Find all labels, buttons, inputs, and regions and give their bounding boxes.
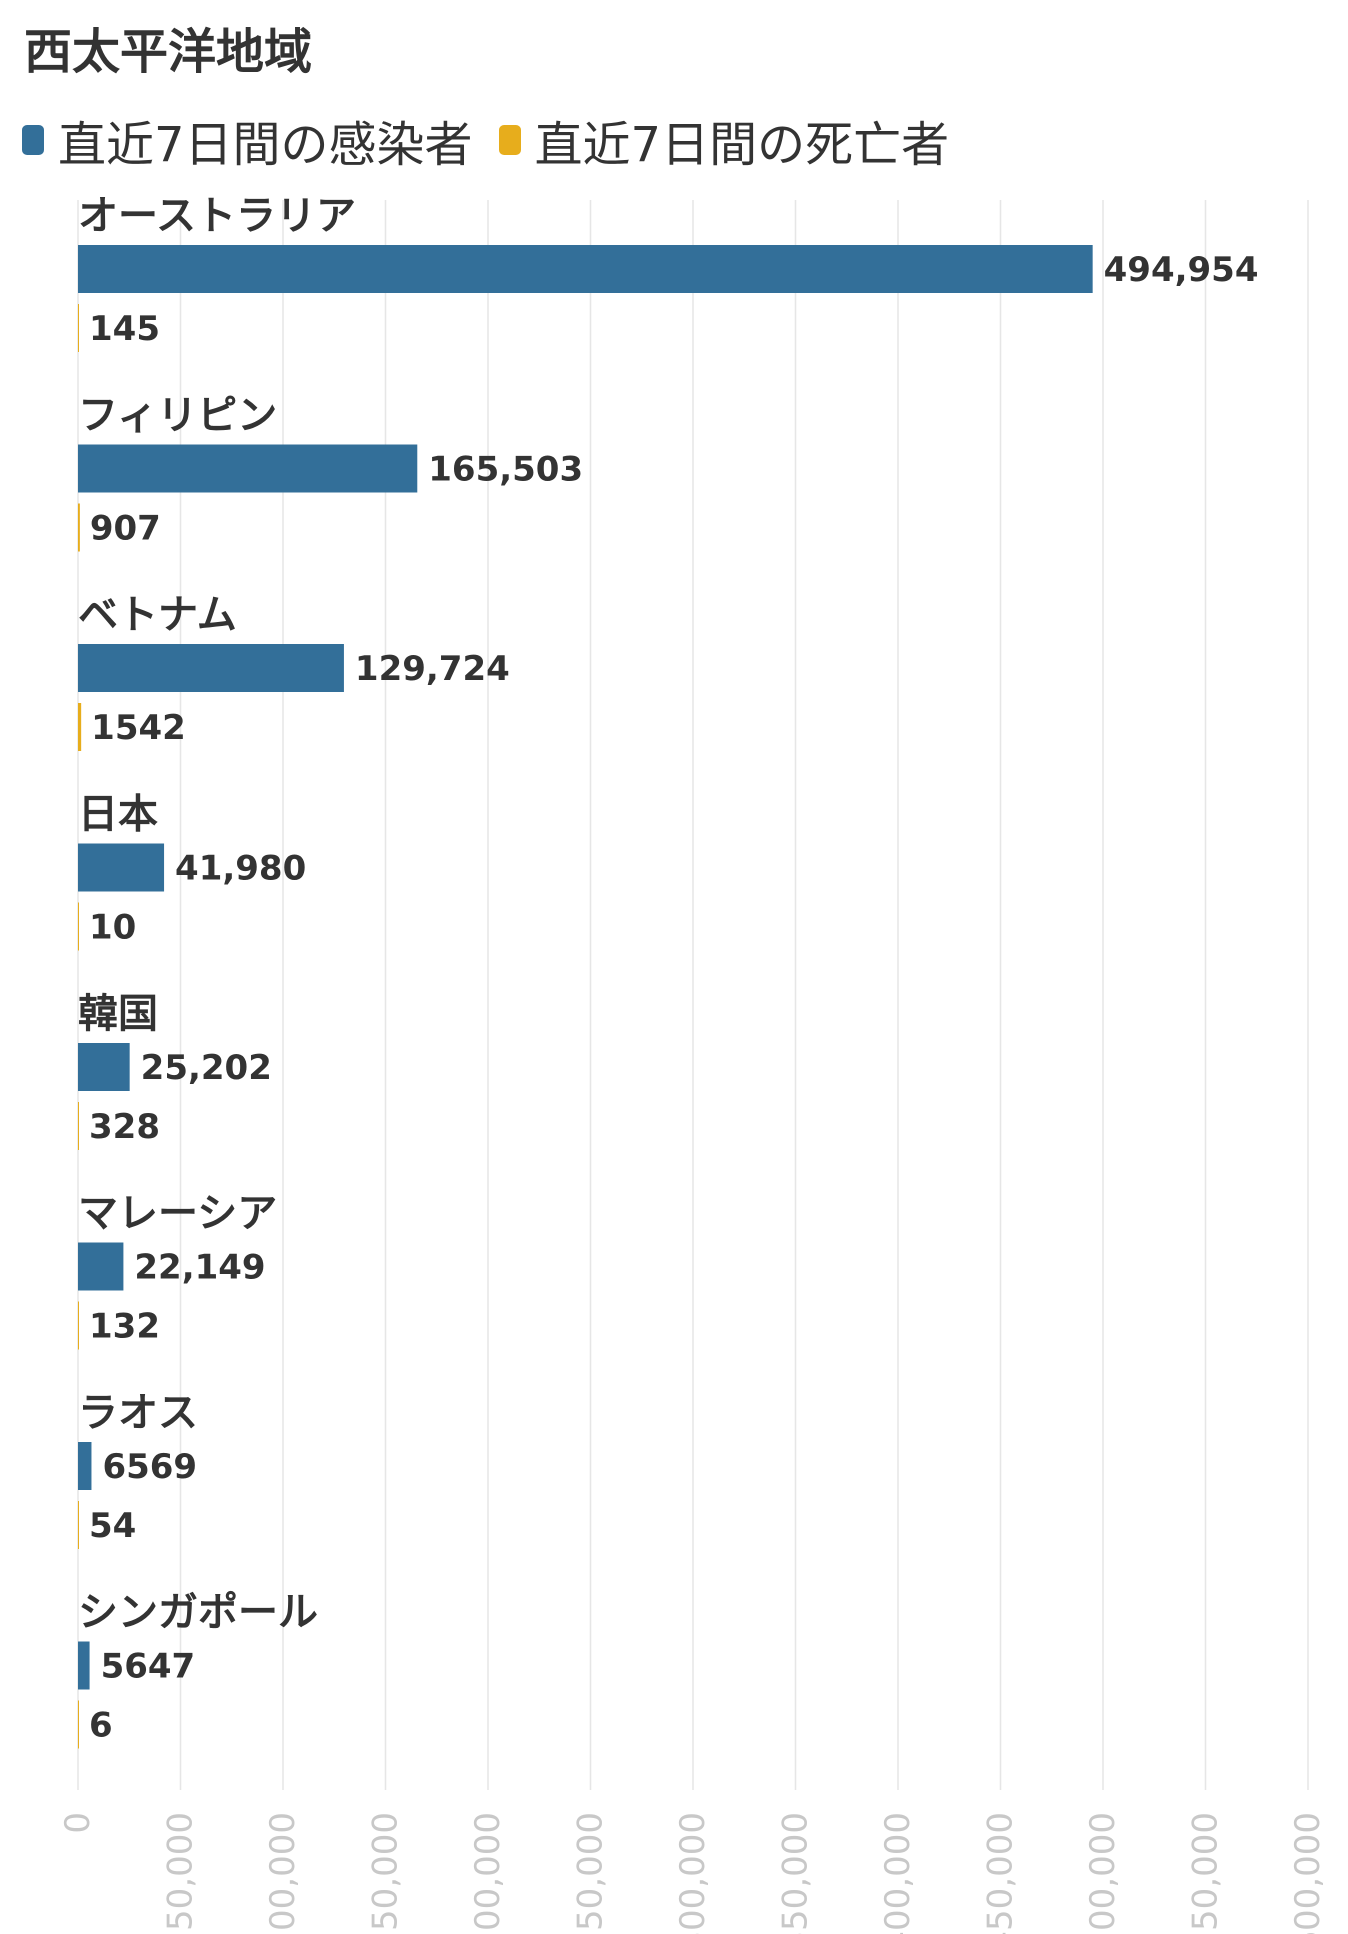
death-value-label-5: 132: [89, 1307, 160, 1347]
x-tick-label-1: 50,000: [161, 1812, 201, 1931]
category-label-2: ベトナム: [78, 592, 237, 638]
x-tick-label-10: 500,000: [1083, 1812, 1123, 1934]
legend-label-infections: 直近7日間の感染者: [58, 117, 473, 173]
death-value-label-1: 907: [90, 509, 161, 549]
death-bar-2: [78, 703, 82, 751]
infection-bar-3: [78, 843, 165, 892]
infection-value-label-4: 25,202: [141, 1048, 272, 1088]
category-label-7: シンガポール: [78, 1590, 318, 1636]
legend-item-infections[interactable]: 直近7日間の感染者: [22, 105, 473, 175]
infection-value-label-0: 494,954: [1104, 250, 1259, 290]
death-value-label-2: 1542: [91, 708, 186, 748]
x-tick-label-3: 150,000: [366, 1812, 406, 1934]
death-value-label-7: 6: [89, 1706, 113, 1746]
death-bar-6: [78, 1501, 79, 1549]
infection-bar-2: [78, 644, 344, 692]
death-bar-4: [78, 1102, 79, 1150]
death-bar-3: [78, 902, 79, 951]
death-value-label-4: 328: [89, 1107, 160, 1147]
x-tick-label-6: 300,000: [673, 1812, 713, 1934]
legend-item-deaths[interactable]: 直近7日間の死亡者: [498, 105, 950, 175]
legend-label-deaths: 直近7日間の死亡者: [534, 117, 950, 173]
death-bar-7: [78, 1700, 79, 1749]
x-tick-label-9: 450,000: [981, 1812, 1021, 1934]
legend: 直近7日間の感染者 直近7日間の死亡者: [22, 105, 975, 175]
infection-value-label-7: 5647: [101, 1647, 196, 1687]
x-tick-label-0: 0: [58, 1812, 98, 1834]
death-bar-5: [78, 1301, 79, 1350]
death-value-label-3: 10: [89, 908, 136, 948]
infection-bar-4: [78, 1043, 130, 1091]
category-label-6: ラオス: [78, 1390, 198, 1436]
infection-value-label-5: 22,149: [134, 1248, 265, 1288]
infection-bar-6: [78, 1442, 92, 1490]
chart-title: 西太平洋地域: [24, 24, 313, 80]
death-value-label-0: 145: [89, 309, 160, 349]
infection-value-label-3: 41,980: [175, 849, 306, 889]
infection-bar-1: [78, 444, 418, 493]
legend-swatch-deaths: [498, 125, 521, 155]
death-bar-1: [78, 503, 80, 552]
category-label-5: マレーシア: [78, 1191, 277, 1237]
death-value-label-6: 54: [89, 1506, 136, 1546]
category-label-3: 日本: [78, 792, 158, 838]
category-label-4: 韓国: [78, 991, 158, 1037]
infection-bar-7: [78, 1641, 90, 1690]
x-tick-label-4: 200,000: [468, 1812, 508, 1934]
category-label-0: オーストラリア: [78, 193, 356, 239]
death-bar-0: [78, 304, 79, 352]
x-tick-label-8: 400,000: [878, 1812, 918, 1934]
category-label-1: フィリピン: [78, 393, 277, 439]
infection-value-label-1: 165,503: [428, 450, 583, 490]
infection-value-label-6: 6569: [102, 1447, 197, 1487]
infection-bar-0: [78, 245, 1093, 293]
x-tick-label-12: 600,000: [1288, 1812, 1328, 1934]
x-tick-label-7: 350,000: [776, 1812, 816, 1934]
x-tick-label-5: 250,000: [571, 1812, 611, 1934]
infection-value-label-2: 129,724: [355, 649, 510, 689]
x-tick-label-11: 550,000: [1186, 1812, 1226, 1934]
x-tick-label-2: 100,000: [263, 1812, 303, 1934]
infection-bar-5: [78, 1242, 124, 1291]
legend-swatch-infections: [22, 125, 44, 155]
